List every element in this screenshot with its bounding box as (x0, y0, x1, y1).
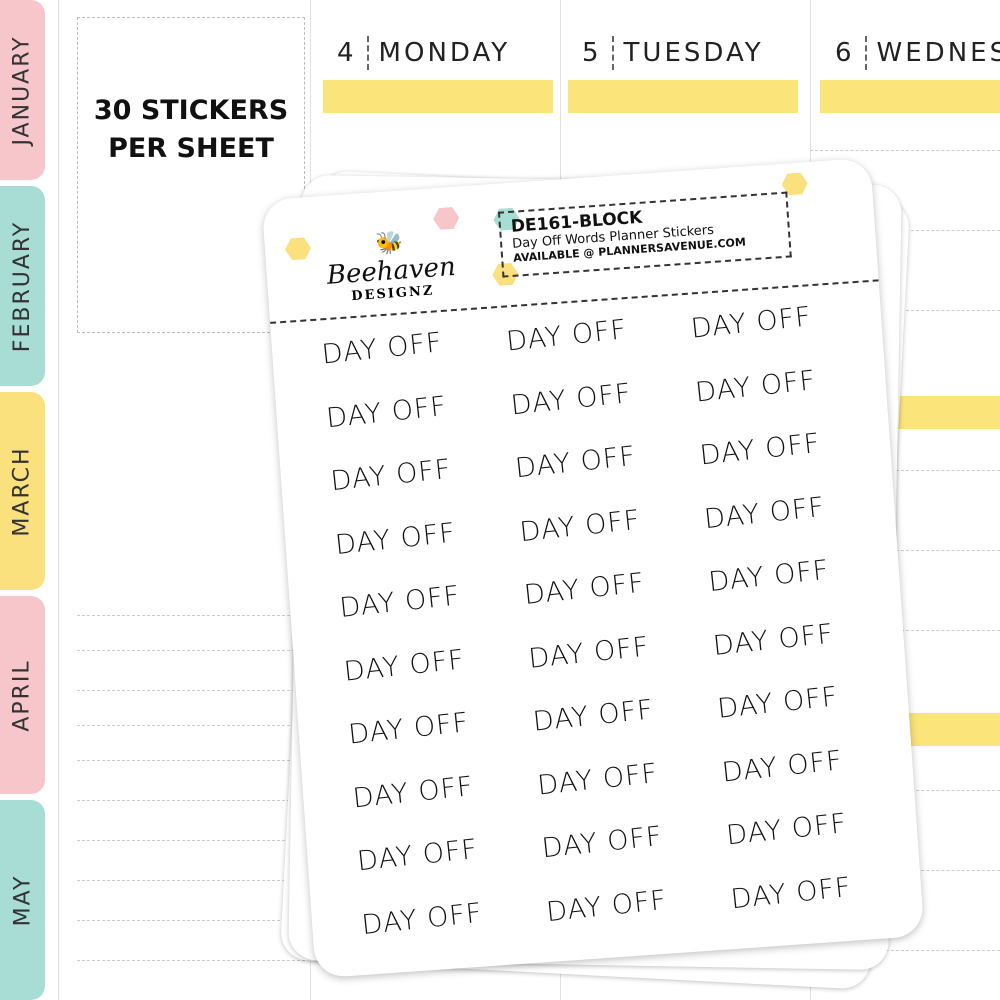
tab-february[interactable]: FEBRUARY (0, 186, 45, 386)
writing-line (77, 760, 310, 761)
writing-line (77, 960, 310, 961)
day-number: 6 (835, 38, 855, 68)
promo-line2: PER SHEET (108, 133, 274, 164)
day-number: 4 (337, 38, 357, 68)
writing-line (810, 310, 1000, 311)
tab-label: JANUARY (10, 34, 36, 146)
writing-line (77, 690, 310, 691)
tab-january[interactable]: JANUARY (0, 0, 45, 180)
day-header-wednesday: 6 WEDNES (835, 36, 1000, 70)
highlight-bar (880, 396, 1000, 429)
day-number: 5 (582, 38, 602, 68)
writing-line (77, 840, 310, 841)
sticker-grid: DAY OFF DAY OFF DAY OFF DAY OFF DAY OFF DAY O… (320, 298, 919, 970)
writing-line (810, 950, 1000, 951)
tab-may[interactable]: MAY (0, 800, 45, 1000)
tab-label: FEBRUARY (10, 220, 35, 352)
day-header-monday: 4 MONDAY (337, 36, 510, 70)
day-name: TUESDAY (623, 38, 764, 68)
product-label: DE161-BLOCK Day Off Words Planner Sticke… (497, 191, 792, 278)
tab-label: APRIL (10, 658, 36, 732)
writing-line (810, 150, 1000, 151)
day-name: WEDNES (876, 38, 1000, 68)
tab-label: MAY (10, 874, 36, 926)
day-name: MONDAY (378, 38, 511, 68)
writing-line (77, 615, 310, 616)
writing-line (810, 630, 1000, 631)
tab-march[interactable]: MARCH (0, 392, 45, 590)
writing-line (77, 650, 310, 651)
writing-line (810, 550, 1000, 551)
writing-line (77, 725, 310, 726)
tab-april[interactable]: APRIL (0, 596, 45, 794)
writing-line (77, 800, 310, 801)
writing-line (77, 880, 310, 881)
day-header-tuesday: 5 TUESDAY (582, 36, 764, 70)
promo-line1: 30 STICKERS (93, 95, 289, 126)
sticker-sheet: 🐝 Beehaven DESIGNZ DE161-BLOCK Day Off W… (261, 157, 925, 979)
brand-logo: 🐝 Beehaven DESIGNZ (324, 227, 458, 306)
writing-line (77, 920, 310, 921)
promo-box: 30 STICKERS PER SHEET (77, 17, 305, 333)
tab-label: MARCH (10, 445, 36, 537)
highlight-bar (820, 80, 1000, 113)
highlight-bar (568, 80, 798, 113)
writing-line (810, 470, 1000, 471)
highlight-bar (323, 80, 553, 113)
